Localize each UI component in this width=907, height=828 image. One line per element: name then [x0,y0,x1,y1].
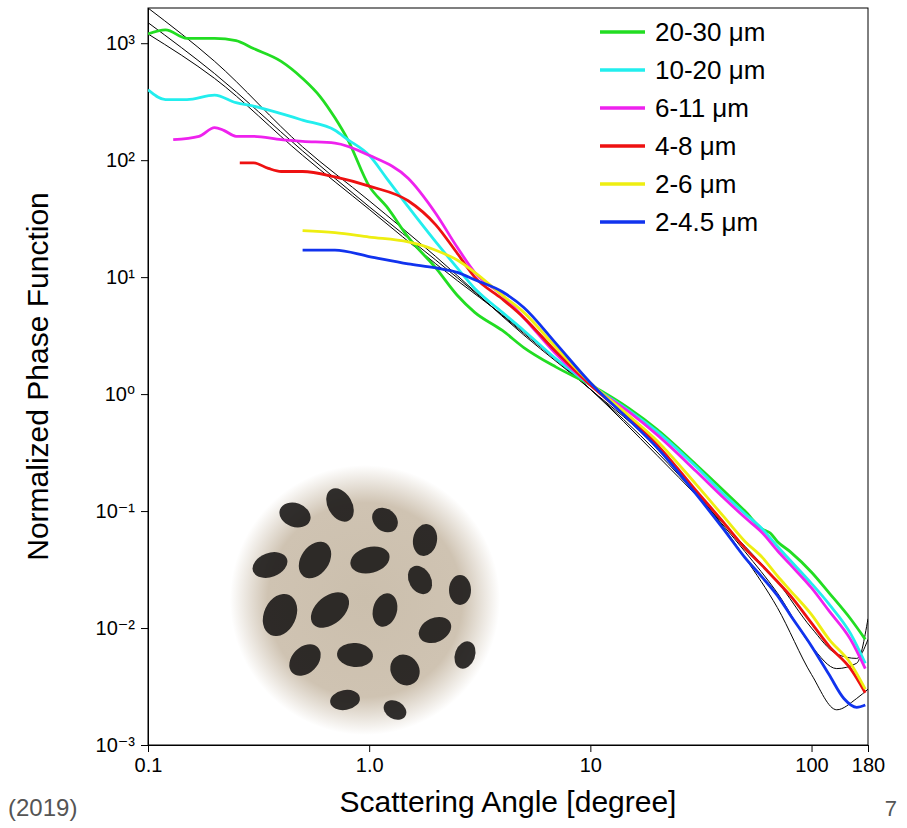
y-axis-line [148,9,149,746]
legend-label: 20-30 μm [655,17,765,47]
x-tick: 1.0 [356,745,384,776]
y-tick-mark [141,160,148,161]
x-tick-mark [369,745,370,752]
legend-swatch [600,30,645,34]
legend-swatch [600,144,645,148]
y-tick-mark [141,745,148,746]
legend-swatch [600,106,645,110]
inset-particle [328,688,361,713]
y-tick-label: 10⁻¹ [96,500,136,522]
y-tick: 10⁻³ [96,734,148,756]
legend-swatch [600,68,645,72]
y-tick: 10⁰ [105,383,148,405]
x-axis-line [149,745,869,746]
x-tick: 100 [795,745,828,776]
y-tick-label: 10¹ [106,266,135,288]
y-tick-mark [141,628,148,629]
x-tick-label: 1.0 [356,754,384,776]
y-tick-label: 10³ [106,32,135,54]
reference-line [148,23,868,669]
inset-particle [292,536,338,585]
legend-label: 10-20 μm [655,55,765,85]
y-tick: 10³ [106,32,148,54]
x-tick: 10 [580,745,602,776]
inset-particles [249,483,479,723]
y-tick-mark [141,511,148,512]
x-tick: 0.1 [135,745,163,776]
series-line [240,163,866,693]
inset-particle [276,498,314,531]
y-tick-mark [141,43,148,44]
series-line [173,128,865,669]
reference-line [148,8,868,710]
legend: 20-30 μm 10-20 μm 6-11 μm 4-8 μm 2-6 μm 2-4.5… [600,17,765,237]
inset-particle [410,522,439,558]
legend-label: 4-8 μm [655,131,736,161]
inset-particle [249,548,291,583]
y-tick: 10⁻² [96,617,148,639]
x-axis-title: Scattering Angle [degree] [340,785,677,818]
y-tick: 10² [106,149,148,171]
plot-frame [148,8,868,745]
chart-container: 0.1 1.0 10 100 180 10⁻³ 10⁻² 10⁻¹ 10⁰ 10¹ 10² 10³ 20… [0,0,907,828]
y-axis-title: Normalized Phase Function [21,192,54,561]
y-tick-label: 10⁻³ [96,734,136,756]
inset-photo [230,465,500,735]
series-line [303,250,866,707]
legend-label: 6-11 μm [655,93,749,123]
inset-particle [380,696,410,724]
inset-particle [451,638,479,671]
inset-particle [449,575,471,605]
series-line [303,231,866,690]
inset-particle [336,641,374,668]
x-tick-label: 180 [852,754,885,776]
x-axis: 0.1 1.0 10 100 180 [135,745,886,776]
x-tick-label: 0.1 [135,754,163,776]
legend-label: 2-4.5 μm [655,207,758,237]
inset-particle [415,612,456,648]
y-tick-label: 10⁰ [105,383,135,405]
y-tick-mark [141,394,148,395]
legend-swatch [600,220,645,224]
y-tick-mark [141,277,148,278]
annotation: 7 [885,796,897,821]
inset-particle [347,542,392,577]
inset-particle [283,638,327,682]
y-tick: 10⁻¹ [96,500,148,522]
series-line [148,30,865,639]
legend-label: 2-6 μm [655,169,736,199]
legend-swatch [600,182,645,186]
x-tick-label: 10 [580,754,602,776]
inset-particle [384,649,425,691]
inset-particle [256,588,304,641]
x-tick: 180 [852,745,885,776]
y-tick: 10¹ [106,266,148,288]
inset-particle [304,585,356,635]
inset-particle [403,562,437,599]
chart-svg: 0.1 1.0 10 100 180 10⁻³ 10⁻² 10⁻¹ 10⁰ 10¹ 10² 10³ 20… [0,0,907,828]
series-line [148,90,865,663]
y-tick-label: 10⁻² [96,617,136,639]
x-tick-mark [812,745,813,752]
x-tick-label: 100 [795,754,828,776]
annotation: (2019) [8,794,77,821]
y-axis: 10⁻³ 10⁻² 10⁻¹ 10⁰ 10¹ 10² 10³ [96,9,149,756]
inset-background [230,465,500,735]
x-tick-mark [590,745,591,752]
inset-particle [367,503,403,538]
plot-data [148,8,868,710]
x-tick-mark [148,745,149,752]
x-tick-mark [868,745,869,752]
inset-particle [369,590,401,629]
inset-particle [321,483,360,526]
y-tick-label: 10² [106,149,135,171]
